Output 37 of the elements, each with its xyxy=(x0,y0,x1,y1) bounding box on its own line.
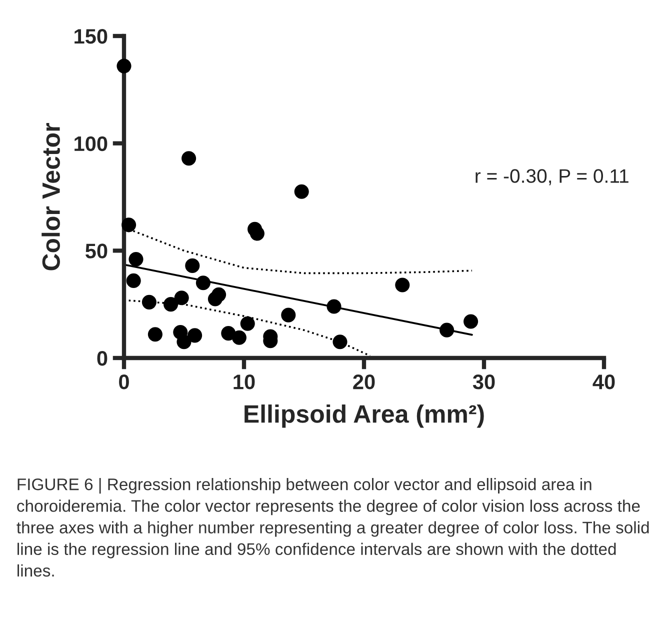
point xyxy=(164,297,178,312)
point xyxy=(174,290,189,306)
point xyxy=(232,330,246,345)
x-tick-label: 30 xyxy=(472,374,495,390)
point xyxy=(176,334,192,350)
annotation: r = -0.30, P = 0.11 xyxy=(476,169,628,186)
y-tick-label: 150 xyxy=(74,29,108,44)
point xyxy=(294,184,309,199)
point xyxy=(281,308,296,322)
y-tick-label: 100 xyxy=(74,136,108,152)
x-tick-label: 10 xyxy=(234,374,255,390)
x-tick-label: 20 xyxy=(353,374,375,390)
point xyxy=(440,322,454,338)
point xyxy=(142,294,156,310)
x-axis-title: Ellipsoid Area (mm²) xyxy=(244,404,484,428)
point xyxy=(212,287,226,302)
point xyxy=(116,58,132,74)
point xyxy=(128,252,144,267)
x-tick-label: 40 xyxy=(592,374,615,390)
point xyxy=(332,334,348,350)
y-axis-title: Color Vector xyxy=(42,123,60,270)
point xyxy=(240,316,255,331)
point xyxy=(182,151,196,166)
point xyxy=(188,328,202,343)
y-tick-label: 0 xyxy=(97,351,108,366)
point xyxy=(464,314,478,329)
point xyxy=(122,218,136,232)
point xyxy=(395,278,410,292)
point xyxy=(126,273,141,288)
point xyxy=(196,276,210,290)
point xyxy=(148,327,162,342)
caption: FIGURE 6 | Regression relationship between color vector and ellipsoid area in choroideremia. The color vector represents the degree of color vision loss across the three axes with a higher number representing a greater degree of color loss. The solid line is the regression line and 95% confidence intervals are shown with the dotted lines. xyxy=(16,478,649,577)
point xyxy=(185,258,200,273)
y-tick-label: 50 xyxy=(86,244,108,258)
point xyxy=(250,226,264,241)
x-tick-label: 0 xyxy=(119,374,129,390)
point xyxy=(326,299,342,314)
